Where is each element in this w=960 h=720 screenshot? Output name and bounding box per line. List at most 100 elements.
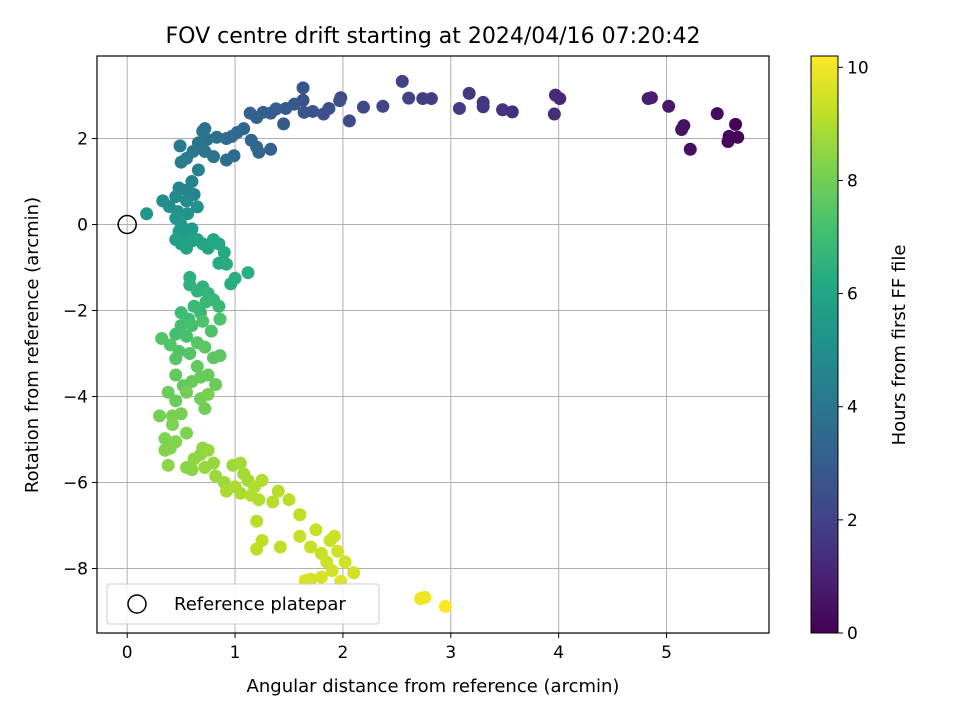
data-point xyxy=(196,314,210,328)
data-point xyxy=(153,409,167,423)
colorbar xyxy=(810,55,839,634)
data-point xyxy=(293,529,307,543)
data-point xyxy=(273,540,287,554)
data-point xyxy=(418,590,432,604)
data-point xyxy=(183,347,197,361)
data-point xyxy=(169,368,183,382)
data-point xyxy=(376,99,390,113)
data-point xyxy=(219,257,233,271)
data-point xyxy=(416,92,430,106)
colorbar-ticks: 0 2 4 6 8 10 xyxy=(838,58,869,644)
data-point xyxy=(190,200,204,214)
data-point xyxy=(233,486,247,500)
data-point xyxy=(496,103,510,117)
colorbar-tick-label: 8 xyxy=(847,171,858,191)
data-point xyxy=(180,241,194,255)
data-point xyxy=(201,368,215,382)
data-point xyxy=(342,114,356,128)
data-point xyxy=(250,514,264,528)
scatter-points xyxy=(140,74,745,613)
data-point xyxy=(317,107,331,121)
data-point xyxy=(277,117,291,131)
data-point xyxy=(158,443,172,457)
y-tick-label: 0 xyxy=(77,216,88,236)
data-point xyxy=(173,139,187,153)
colorbar-tick-label: 0 xyxy=(847,624,858,644)
data-point xyxy=(729,117,743,131)
data-point xyxy=(219,153,233,167)
x-tick-label: 2 xyxy=(338,643,349,663)
data-point xyxy=(161,458,175,472)
data-point xyxy=(169,190,183,204)
data-point xyxy=(250,542,264,556)
data-point xyxy=(169,394,183,408)
data-point xyxy=(402,91,416,105)
data-point xyxy=(333,94,347,108)
colorbar-tick-label: 6 xyxy=(847,285,858,305)
data-point xyxy=(710,107,724,121)
data-point xyxy=(158,432,172,446)
data-point xyxy=(296,81,310,95)
data-point xyxy=(395,74,409,88)
legend-entry-reference-platepar: Reference platepar xyxy=(174,594,346,615)
y-axis-ticks: −8 −6 −4 −2 0 2 xyxy=(63,130,97,580)
data-point xyxy=(356,100,370,114)
data-point xyxy=(462,86,476,100)
data-point xyxy=(314,570,328,584)
data-point xyxy=(180,426,194,440)
legend-box xyxy=(106,583,380,625)
data-point xyxy=(327,529,341,543)
chart-title: FOV centre drift starting at 2024/04/16 … xyxy=(166,24,701,49)
data-point xyxy=(180,385,194,399)
data-point xyxy=(252,145,266,159)
data-point xyxy=(180,329,194,343)
data-point xyxy=(243,106,257,120)
data-point xyxy=(505,105,519,119)
data-point xyxy=(185,222,199,236)
data-point xyxy=(174,155,188,169)
data-point xyxy=(190,359,204,373)
data-point xyxy=(201,443,215,457)
colorbar-tick-label: 4 xyxy=(847,398,858,418)
data-point xyxy=(252,493,266,507)
data-point xyxy=(140,207,154,221)
data-point xyxy=(233,456,247,470)
data-point xyxy=(683,142,697,156)
data-point xyxy=(548,88,562,102)
colorbar-label: Hours from first FF file xyxy=(889,245,910,446)
data-point xyxy=(219,132,233,146)
data-point xyxy=(174,306,188,320)
data-point xyxy=(641,92,655,106)
colorbar-tick-label: 2 xyxy=(847,511,858,531)
data-point xyxy=(347,566,361,580)
data-point xyxy=(198,460,212,474)
data-point xyxy=(174,407,188,421)
x-tick-label: 4 xyxy=(553,643,564,663)
data-point xyxy=(547,107,561,121)
y-tick-label: −8 xyxy=(63,560,88,580)
data-point xyxy=(279,101,293,115)
data-point xyxy=(213,349,227,363)
legend: Reference platepar xyxy=(106,583,380,625)
data-point xyxy=(338,555,352,569)
data-point xyxy=(241,266,255,280)
data-point xyxy=(210,130,224,144)
y-tick-label: −2 xyxy=(63,302,88,322)
data-point xyxy=(198,340,212,354)
data-point xyxy=(212,299,226,313)
data-point xyxy=(675,123,689,137)
y-tick-label: −6 xyxy=(63,474,88,494)
data-point xyxy=(219,484,233,498)
y-axis-label: Rotation from reference (arcmin) xyxy=(22,197,43,493)
data-point xyxy=(198,402,212,416)
x-tick-label: 5 xyxy=(661,643,672,663)
data-point xyxy=(297,105,311,119)
y-tick-label: −4 xyxy=(63,388,88,408)
data-point xyxy=(266,495,280,509)
data-point xyxy=(325,564,339,578)
data-point xyxy=(271,484,285,498)
data-point xyxy=(476,100,490,114)
data-point xyxy=(662,99,676,113)
data-point xyxy=(169,352,183,366)
